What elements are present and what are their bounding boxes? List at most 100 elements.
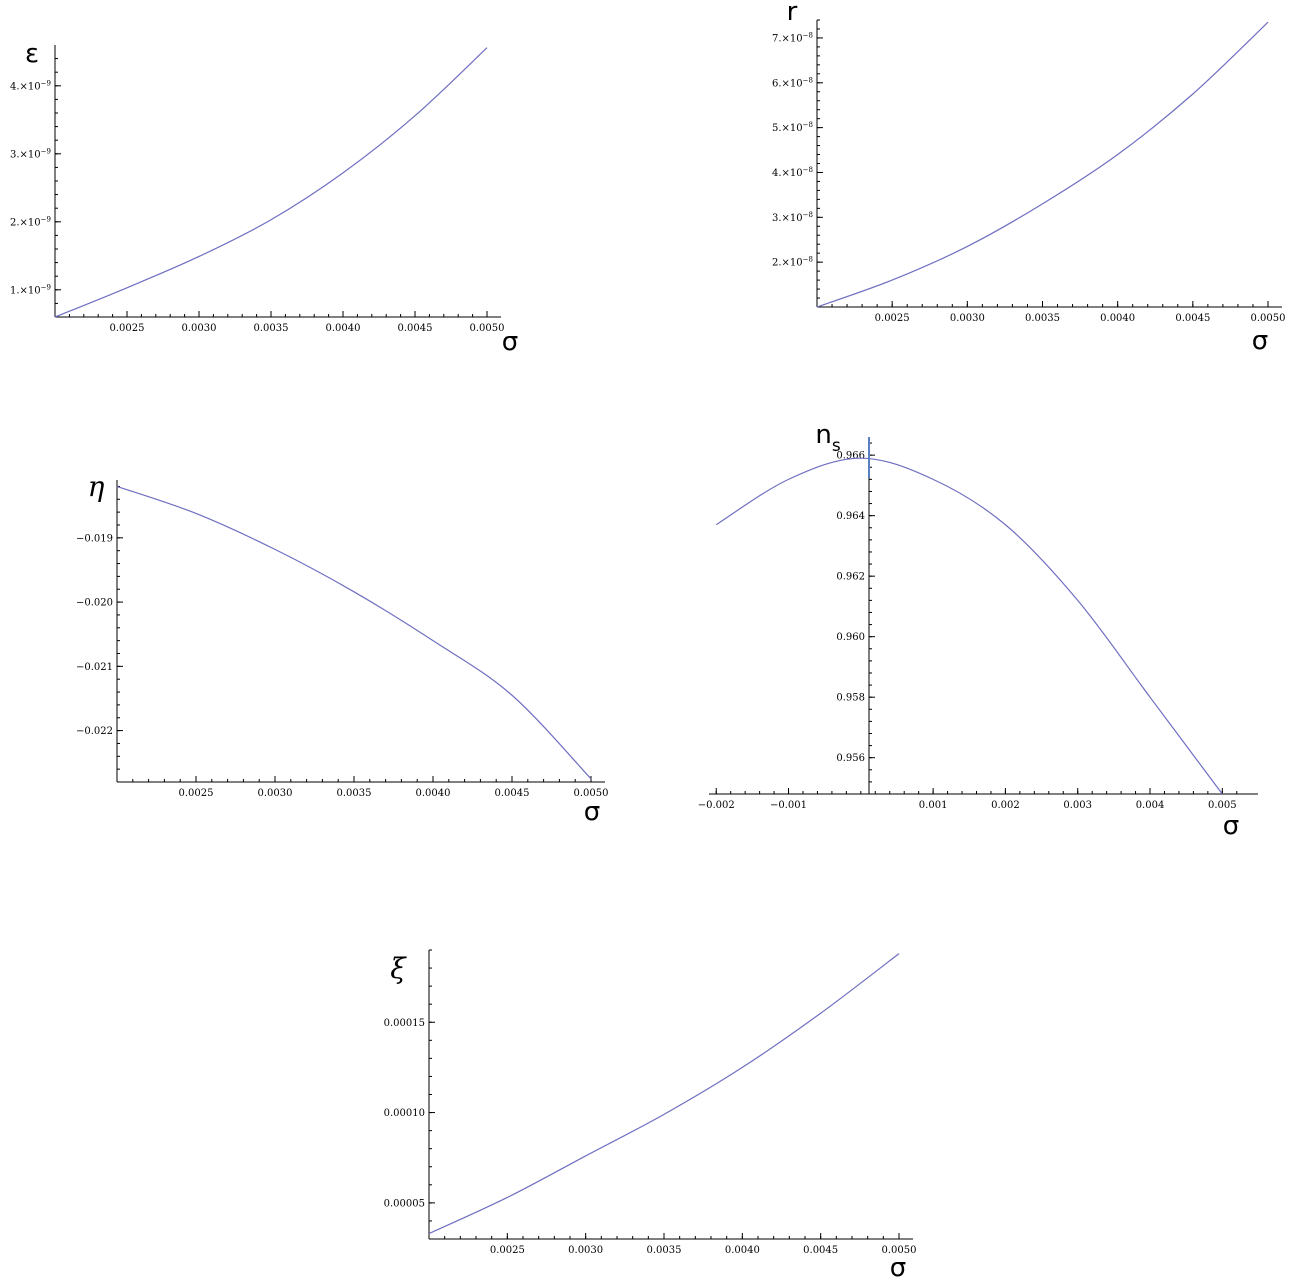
y-tick-mantissa: 3.×10 [772,213,803,224]
x-tick-label: 0.0035 [1025,313,1060,324]
x-tick-label: 0.0030 [258,788,293,799]
y-tick-label: 2.×10−9 [10,215,51,228]
y-axis-symbol: n [815,420,831,450]
y-tick-label: 0.00015 [384,1018,425,1029]
y-tick-mantissa: 4.×10 [772,168,803,179]
series-line [116,485,592,780]
y-tick-label: 0.00005 [384,1198,425,1209]
y-tick-exponent: −8 [803,31,813,39]
y-tick-exponent: −8 [803,211,813,219]
y-tick-label: 0.964 [836,511,865,522]
y-tick-exponent: −8 [803,256,813,264]
xi-chart: 0.0025 0.0030 0.0035 0.0040 0.0045 0.0050 0.00… [384,949,917,1283]
x-axis-label: σ [1223,811,1239,841]
y-axis-subscript: s [832,436,841,456]
x-axis-label: σ [890,1253,906,1283]
eta-chart: 0.0025 0.0030 0.0035 0.0040 0.0045 0.0050 −0.0… [76,470,609,827]
y-tick-label: 0.00010 [384,1108,425,1119]
x-tick-label: 0.0035 [254,323,289,334]
y-tick-exponent: −9 [41,283,51,291]
x-tick-label: 0.0040 [326,323,361,334]
x-tick-label: 0.0045 [803,1245,838,1256]
x-tick-label: 0.0025 [875,313,910,324]
y-tick-label: 4.×10−9 [10,79,51,92]
y-tick-mantissa: 6.×10 [772,78,803,89]
x-axis-label: σ [1252,326,1268,356]
y-tick-label: 0.960 [836,632,865,643]
y-tick-label: 5.×10−8 [772,121,813,134]
x-tick-label: 0.0030 [950,313,985,324]
x-tick-label: 0.0050 [574,788,609,799]
y-tick-label: 7.×10−8 [772,31,813,44]
series-line [54,47,488,318]
y-tick-exponent: −9 [41,147,51,155]
y-tick-mantissa: 1.×10 [10,285,41,296]
x-tick-label: 0.0035 [647,1245,682,1256]
y-axis-label: r [787,0,798,27]
y-tick-label: −0.021 [76,662,113,673]
y-tick-label: 3.×10−8 [772,211,813,224]
y-axis-label: η [88,470,105,503]
x-tick-label: 0.002 [991,800,1020,811]
y-tick-exponent: −9 [41,215,51,223]
y-axis-label: ns [815,420,840,456]
y-tick-label: 0.966 [836,451,865,462]
x-axis-label: σ [502,327,518,357]
y-axis-label: ξ [390,952,407,985]
y-tick-exponent: −9 [41,79,51,87]
y-tick-mantissa: 5.×10 [772,123,803,134]
y-tick-label: 6.×10−8 [772,76,813,89]
x-axis-label: σ [584,797,600,827]
x-tick-label: 0.0050 [470,323,505,334]
y-tick-label: 3.×10−9 [10,147,51,160]
x-tick-label: 0.0045 [1175,313,1210,324]
x-tick-label: 0.0025 [110,323,145,334]
y-tick-label: −0.022 [76,726,113,737]
x-tick-label: 0.0040 [1100,313,1135,324]
y-tick-label: −0.020 [76,598,113,609]
x-tick-label: 0.0030 [182,323,217,334]
x-tick-label: 0.005 [1208,800,1237,811]
y-axis-symbol: r [787,0,798,27]
x-tick-label: −0.001 [770,800,807,811]
x-tick-label: 0.001 [919,800,948,811]
x-tick-label: 0.0050 [882,1245,917,1256]
r-chart: 0.0025 0.0030 0.0035 0.0040 0.0045 0.0050 2.×1… [772,0,1285,356]
series-line [428,953,900,1235]
y-axis-symbol: ε [25,39,39,69]
series-line [715,457,1223,795]
x-tick-label: 0.0040 [416,788,451,799]
y-tick-exponent: −8 [803,121,813,129]
y-tick-mantissa: 7.×10 [772,33,803,44]
x-tick-label: 0.0025 [179,788,214,799]
y-tick-label: 0.958 [836,693,865,704]
x-tick-label: 0.0025 [490,1245,525,1256]
y-tick-mantissa: 3.×10 [10,149,41,160]
x-tick-label: −0.002 [698,800,735,811]
y-tick-label: −0.019 [76,533,113,544]
x-tick-label: 0.0035 [337,788,372,799]
x-tick-label: 0.004 [1136,800,1165,811]
y-tick-label: 4.×10−8 [772,166,813,179]
x-tick-label: 0.003 [1063,800,1092,811]
y-tick-mantissa: 2.×10 [10,217,41,228]
series-line [816,21,1269,308]
y-tick-label: 1.×10−9 [10,283,51,296]
x-tick-label: 0.0040 [725,1245,760,1256]
x-tick-label: 0.0045 [398,323,433,334]
y-tick-label: 0.962 [836,572,865,583]
x-tick-label: 0.0045 [495,788,530,799]
y-tick-label: 2.×10−8 [772,256,813,269]
y-tick-mantissa: 4.×10 [10,81,41,92]
y-axis-label: ε [25,39,39,69]
epsilon-chart: 0.0025 0.0030 0.0035 0.0040 0.0045 0.0050 1.×1… [10,39,518,357]
ns-chart: −0.002 −0.001 0.001 0.002 0.003 0.004 0.005 0.9… [698,420,1258,841]
y-axis-symbol: ξ [390,952,407,985]
y-tick-exponent: −8 [803,76,813,84]
x-tick-label: 0.0030 [568,1245,603,1256]
y-tick-exponent: −8 [803,166,813,174]
y-tick-label: 0.956 [836,753,865,764]
y-tick-mantissa: 2.×10 [772,258,803,269]
y-axis-symbol: η [88,470,105,503]
